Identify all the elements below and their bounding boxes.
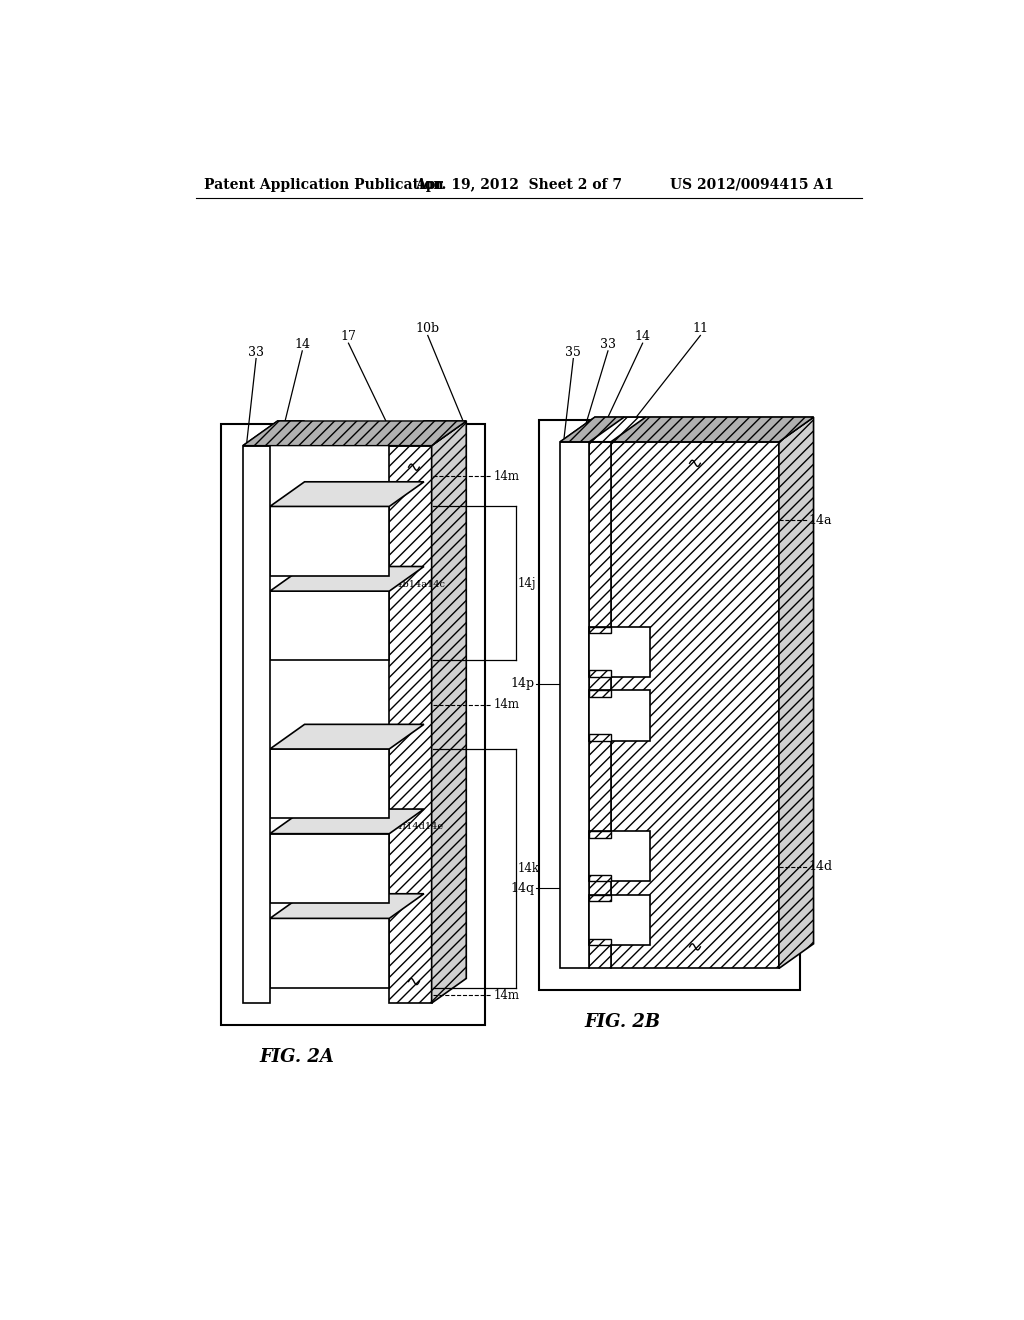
Bar (270, 834, 389, 903)
Polygon shape (243, 421, 304, 446)
Text: 14m: 14m (494, 989, 519, 1002)
Bar (590, 940, 611, 945)
Text: FIG. 2A: FIG. 2A (260, 1048, 335, 1065)
Polygon shape (611, 417, 813, 442)
Polygon shape (590, 417, 646, 442)
Bar (270, 591, 389, 660)
Polygon shape (560, 417, 813, 442)
Bar (590, 442, 611, 969)
Polygon shape (243, 421, 466, 446)
Bar (590, 734, 611, 741)
Bar (590, 895, 611, 902)
Text: 10b: 10b (416, 322, 440, 335)
Text: 14k: 14k (518, 862, 540, 875)
Polygon shape (560, 417, 625, 442)
Text: 11: 11 (692, 322, 709, 335)
Bar (590, 832, 649, 882)
Text: 14q: 14q (511, 882, 535, 895)
Text: FIG. 2B: FIG. 2B (585, 1014, 660, 1031)
Bar (590, 832, 611, 838)
Text: Patent Application Publication: Patent Application Publication (204, 178, 443, 191)
Bar (590, 690, 611, 697)
Bar (590, 627, 611, 632)
Text: 14d: 14d (808, 861, 833, 874)
Bar (590, 690, 649, 741)
Bar (243, 446, 270, 1003)
Text: 14j: 14j (518, 577, 537, 590)
Text: 14m: 14m (494, 698, 519, 711)
Polygon shape (432, 421, 466, 1003)
Bar (590, 671, 611, 677)
Bar (270, 507, 389, 576)
Text: US 2012/0094415 A1: US 2012/0094415 A1 (670, 178, 834, 191)
Bar (611, 442, 779, 969)
Text: Apr. 19, 2012  Sheet 2 of 7: Apr. 19, 2012 Sheet 2 of 7 (416, 178, 623, 191)
Text: 33: 33 (600, 338, 616, 351)
Polygon shape (270, 809, 424, 834)
Text: 35: 35 (565, 346, 582, 359)
Bar (539, 420, 801, 990)
Text: 17: 17 (341, 330, 356, 343)
Text: 14f14d14e: 14f14d14e (391, 822, 444, 832)
Bar (270, 919, 389, 987)
Text: 33: 33 (248, 346, 264, 359)
Polygon shape (270, 566, 424, 591)
Polygon shape (270, 894, 424, 919)
Text: 14b14a14c: 14b14a14c (391, 579, 445, 589)
Polygon shape (270, 482, 424, 507)
Polygon shape (779, 417, 813, 969)
Bar (221, 424, 484, 1024)
Bar (590, 627, 649, 677)
Text: 14a: 14a (808, 513, 831, 527)
Bar (270, 748, 389, 818)
Polygon shape (270, 725, 424, 748)
Bar (590, 895, 649, 945)
Bar (590, 875, 611, 882)
Text: 14: 14 (294, 338, 310, 351)
Text: 14p: 14p (511, 677, 535, 690)
Text: 14m: 14m (494, 470, 519, 483)
Bar (560, 442, 590, 969)
Bar (389, 446, 432, 1003)
Text: 14: 14 (635, 330, 650, 343)
Polygon shape (389, 421, 466, 446)
